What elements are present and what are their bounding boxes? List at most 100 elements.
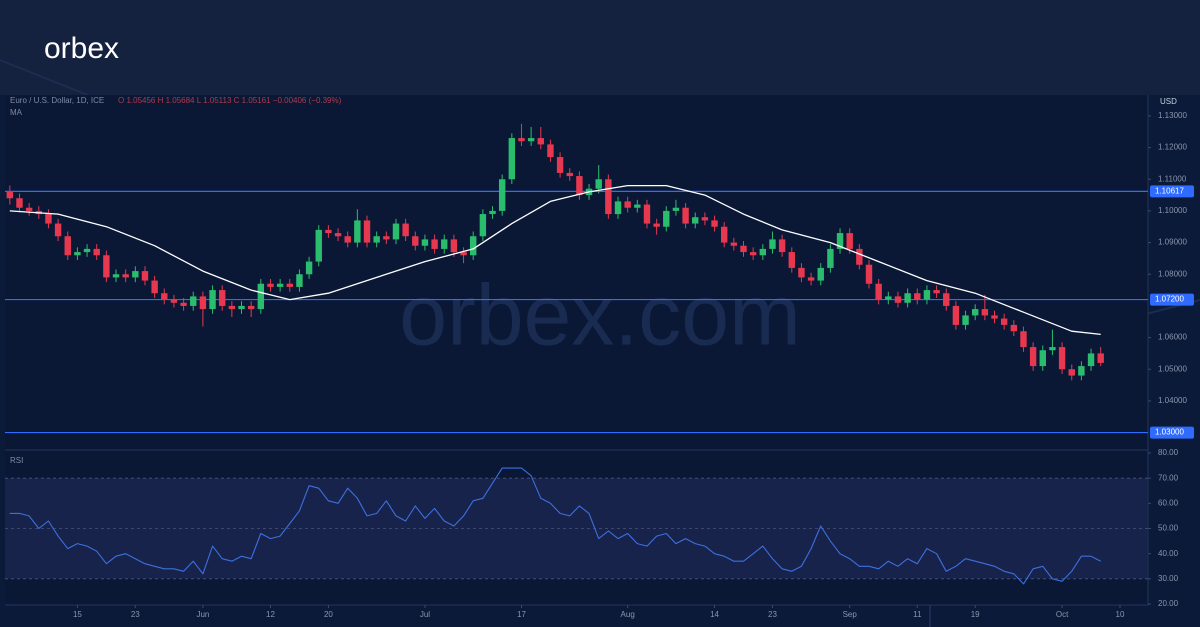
candle-body xyxy=(943,293,950,306)
candle-body xyxy=(228,305,236,310)
candle-body xyxy=(93,248,100,256)
candle-body xyxy=(1097,353,1104,363)
y-tick-label: 1.06000 xyxy=(1158,333,1187,342)
candle-body xyxy=(962,315,969,325)
candle-body xyxy=(981,309,989,316)
candle-body xyxy=(759,248,767,256)
candle-body xyxy=(54,223,62,237)
candle-body xyxy=(952,305,960,325)
candle-body xyxy=(489,210,496,215)
candle-body xyxy=(634,204,641,208)
logo: orbex xyxy=(44,32,119,65)
y-tick-label: 1.05000 xyxy=(1158,364,1187,373)
candle-body xyxy=(672,207,680,211)
candle-body xyxy=(257,283,265,310)
y-tick-label: 1.10000 xyxy=(1158,206,1187,215)
candle-body xyxy=(904,293,911,303)
candle-body xyxy=(749,252,757,256)
candle-body xyxy=(701,217,709,221)
candle-body xyxy=(971,309,979,316)
candle-body xyxy=(1039,350,1046,367)
candle-body xyxy=(45,214,52,224)
candle-body xyxy=(64,236,71,256)
candle-body xyxy=(170,299,178,303)
y-tick-label: 1.12000 xyxy=(1158,143,1187,152)
candle-body xyxy=(1058,347,1066,370)
candle-body xyxy=(933,290,940,294)
rsi-line xyxy=(9,467,1101,585)
x-tick-label: 10 xyxy=(1116,610,1125,619)
y-tick-label: 40.00 xyxy=(1158,549,1179,558)
x-tick-label: Sep xyxy=(843,610,858,619)
y-tick-label: 1.11000 xyxy=(1158,174,1187,183)
candle-body xyxy=(305,261,313,275)
y-tick-label: 60.00 xyxy=(1158,498,1179,507)
candle-body xyxy=(836,233,844,249)
candle-body xyxy=(653,223,660,227)
ma-label: MA xyxy=(10,108,23,117)
x-tick-label: 19 xyxy=(971,610,980,619)
candle-body xyxy=(1000,318,1008,325)
candle-body xyxy=(865,264,873,284)
candle-body xyxy=(190,296,197,306)
candle-body xyxy=(740,245,747,253)
candle-body xyxy=(470,236,477,256)
candle-body xyxy=(325,229,332,234)
candle-body xyxy=(267,283,274,287)
candle-body xyxy=(769,239,776,249)
candle-body xyxy=(25,207,33,211)
candle-body xyxy=(1049,347,1056,351)
quote: O 1.05456 H 1.05684 L 1.05113 C 1.05161 … xyxy=(118,96,342,105)
candle-body xyxy=(991,315,998,319)
candle-body xyxy=(431,239,438,249)
candle-body xyxy=(730,242,738,246)
candle-body xyxy=(286,283,293,287)
candle-body xyxy=(132,271,139,278)
candle-body xyxy=(6,191,14,199)
candle-body xyxy=(209,290,216,310)
candle-body xyxy=(1020,331,1027,348)
candle-body xyxy=(498,179,506,211)
candle-body xyxy=(846,233,853,249)
candle-body xyxy=(692,217,699,224)
candle-body xyxy=(1029,347,1037,367)
candle-body xyxy=(527,138,535,142)
candle-body xyxy=(788,252,795,268)
candle-body xyxy=(383,236,390,240)
candle-body xyxy=(1087,353,1095,367)
candle-body xyxy=(479,214,487,237)
x-tick-label: 17 xyxy=(517,610,526,619)
candle-body xyxy=(807,277,815,281)
candle-body xyxy=(199,296,207,310)
level-tag xyxy=(1150,185,1194,198)
candle-body xyxy=(894,296,902,303)
candle-body xyxy=(83,248,91,253)
candle-body xyxy=(614,201,622,215)
candle-body xyxy=(363,220,371,243)
candle-body xyxy=(276,283,284,287)
candle-body xyxy=(576,176,583,196)
candle-body xyxy=(721,226,728,243)
y-tick-label: 1.09000 xyxy=(1158,238,1187,247)
candle-body xyxy=(914,293,921,300)
candle-body xyxy=(344,236,351,243)
candle-body xyxy=(373,236,380,243)
candle-body xyxy=(16,198,23,208)
candle-body xyxy=(402,223,409,237)
candle-body xyxy=(778,239,786,253)
candle-body xyxy=(875,283,882,300)
candle-body xyxy=(334,233,342,237)
x-tick-label: Oct xyxy=(1056,610,1069,619)
watermark: orbex.com xyxy=(399,268,801,364)
y-tick-label: 50.00 xyxy=(1158,524,1179,533)
candle-body xyxy=(247,305,255,310)
candle-body xyxy=(856,248,863,265)
x-tick-label: 12 xyxy=(266,610,275,619)
level-label: 1.07200 xyxy=(1155,295,1184,304)
candle-body xyxy=(315,229,322,262)
candle-body xyxy=(817,267,824,281)
x-tick-label: Aug xyxy=(621,610,635,619)
header xyxy=(0,0,1200,95)
candle-body xyxy=(450,239,458,253)
